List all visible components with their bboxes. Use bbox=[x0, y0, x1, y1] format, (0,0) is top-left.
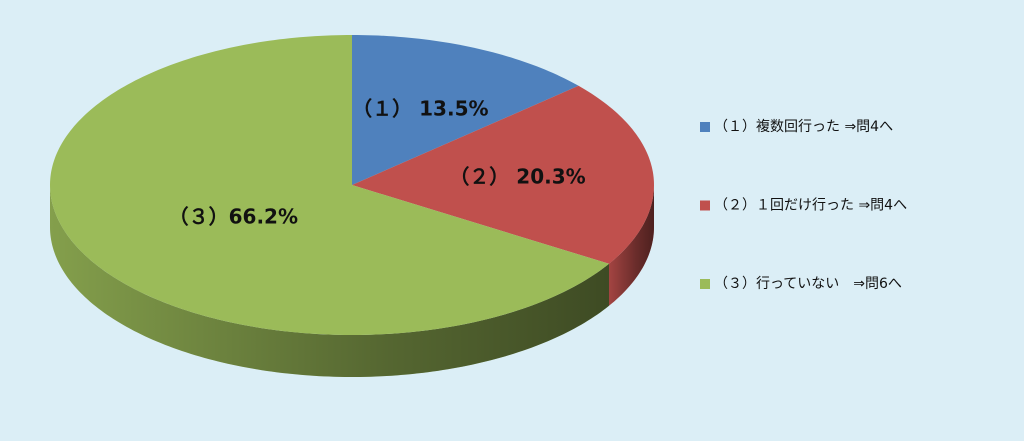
data-label: （３）66.2% bbox=[169, 204, 298, 228]
legend-swatch bbox=[700, 122, 710, 132]
pie-slice bbox=[352, 35, 579, 185]
data-label: （２） 20.3% bbox=[449, 165, 585, 189]
data-label: （１） 13.5% bbox=[352, 96, 488, 120]
legend-swatch bbox=[700, 200, 710, 211]
legend-label: （２）１回だけ行った ⇒問4へ bbox=[714, 198, 907, 214]
pie-side-shade bbox=[609, 185, 654, 306]
legend-swatch bbox=[700, 279, 710, 289]
legend-label: （１）複数回行った ⇒問4へ bbox=[714, 118, 893, 135]
pie-slice bbox=[50, 35, 610, 335]
legend-label: （３）行っていない ⇒問6へ bbox=[714, 276, 902, 292]
pie-slice bbox=[352, 85, 654, 264]
pie-side-shade bbox=[50, 185, 610, 377]
